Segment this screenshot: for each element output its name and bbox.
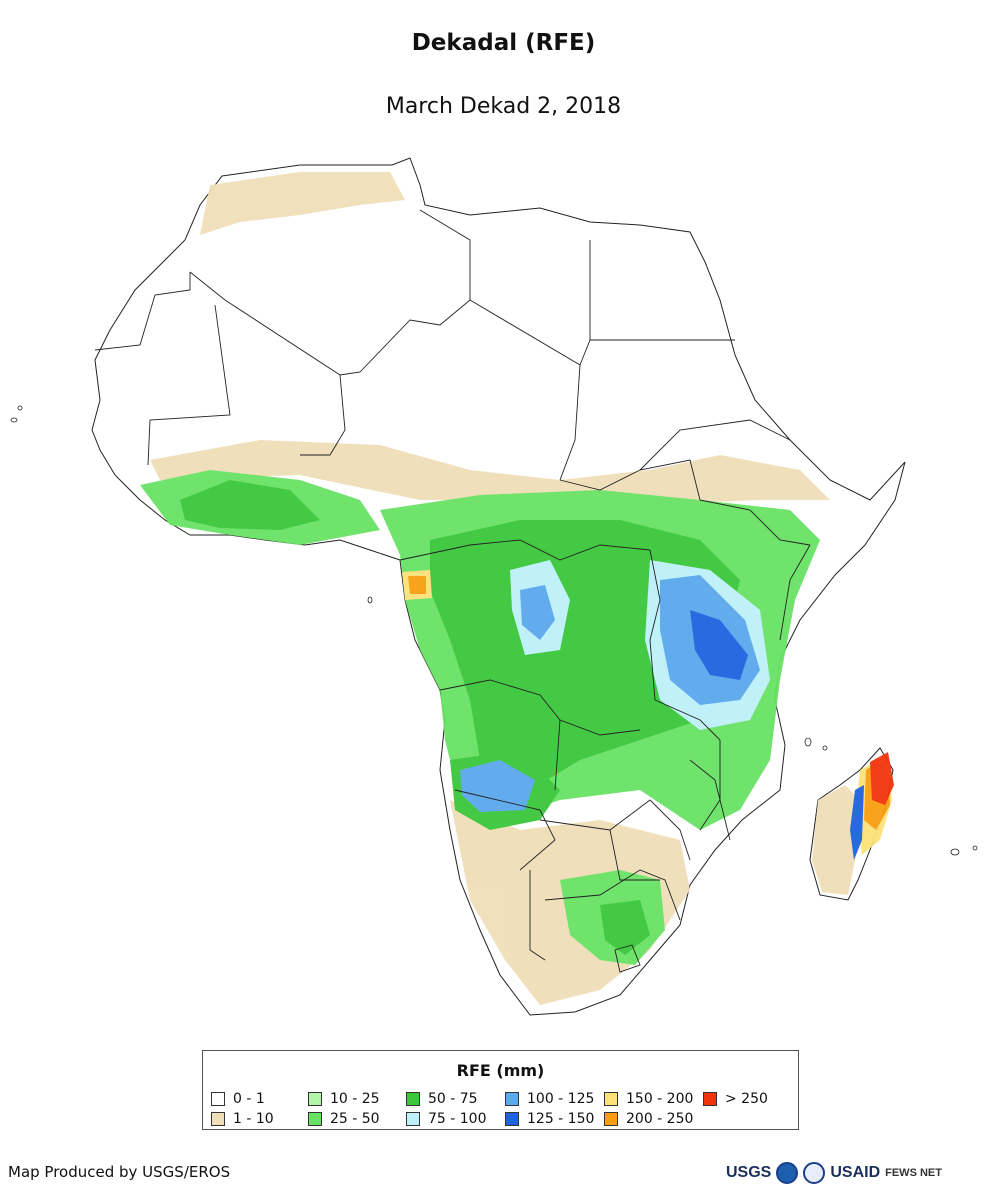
legend-swatch (406, 1092, 420, 1106)
map-credit: Map Produced by USGS/EROS (8, 1163, 231, 1181)
noaa-logo (776, 1162, 799, 1184)
map-subtitle: March Dekad 2, 2018 (385, 94, 622, 119)
agency-logos: USGS USAID FEWS NET (726, 1156, 1001, 1190)
usaid-logo: USAID (830, 1164, 881, 1181)
legend-item: 1 - 10 (211, 1109, 308, 1129)
islands (10, 405, 978, 856)
legend-swatch (211, 1092, 225, 1106)
rfe-50-75-westafrica (180, 480, 320, 530)
rainfall-fields (140, 172, 894, 1005)
legend-label: 125 - 150 (527, 1111, 595, 1127)
legend-label: 150 - 200 (626, 1091, 694, 1107)
legend-swatch (604, 1092, 618, 1106)
legend-item: > 250 (703, 1089, 793, 1109)
legend-label: 0 - 1 (233, 1091, 265, 1107)
rfe-100-125-central (520, 585, 555, 640)
legend-item: 25 - 50 (308, 1109, 406, 1129)
fews-net-logo: FEWS NET (885, 1167, 942, 1179)
commerce-seal-logo (803, 1162, 826, 1184)
legend-swatch (308, 1112, 322, 1126)
country-boundaries (94, 209, 811, 973)
legend-swatch (211, 1112, 225, 1126)
legend-item: 100 - 125 (505, 1089, 604, 1109)
legend-label: 100 - 125 (527, 1091, 595, 1107)
rfe-legend: RFE (mm) 0 - 1 1 - 10 10 - 25 25 - 50 50 - 7… (202, 1050, 799, 1130)
legend-label: 25 - 50 (330, 1111, 380, 1127)
legend-label: > 250 (725, 1091, 768, 1107)
legend-title: RFE (mm) (456, 1061, 545, 1080)
rfe-1-10-madagascar (812, 785, 860, 895)
rfe-1-10-sahel (150, 440, 830, 505)
legend-item: 125 - 150 (505, 1109, 604, 1129)
rfe-200-250-gabon (408, 576, 426, 594)
legend-label: 200 - 250 (626, 1111, 694, 1127)
rfe-over-250-madagascar (870, 752, 894, 805)
legend-item: 150 - 200 (604, 1089, 703, 1109)
legend-items: 0 - 1 1 - 10 10 - 25 25 - 50 50 - 75 75 - 100… (211, 1089, 793, 1129)
rfe-125-150-east (690, 610, 748, 680)
legend-label: 10 - 25 (330, 1091, 380, 1107)
rfe-100-125-angola (460, 760, 535, 812)
rfe-125-150-madagascar-coast (850, 785, 864, 860)
legend-item: 0 - 1 (211, 1089, 308, 1109)
rfe-1-10-north (200, 172, 405, 235)
legend-item: 75 - 100 (406, 1109, 505, 1129)
legend-swatch (505, 1092, 519, 1106)
legend-item: 10 - 25 (308, 1089, 406, 1109)
legend-item: 50 - 75 (406, 1089, 505, 1109)
legend-swatch (604, 1112, 618, 1126)
usgs-logo: USGS (726, 1164, 772, 1181)
map-title: Dekadal (RFE) (411, 30, 596, 56)
rfe-50-75-southafrica (600, 900, 650, 955)
legend-label: 1 - 10 (233, 1111, 274, 1127)
legend-swatch (308, 1092, 322, 1106)
legend-swatch (703, 1092, 717, 1106)
legend-label: 50 - 75 (428, 1091, 478, 1107)
legend-swatch (406, 1112, 420, 1126)
legend-swatch (505, 1112, 519, 1126)
legend-label: 75 - 100 (428, 1111, 487, 1127)
africa-rainfall-map (10, 157, 978, 1016)
legend-item: 200 - 250 (604, 1109, 703, 1129)
